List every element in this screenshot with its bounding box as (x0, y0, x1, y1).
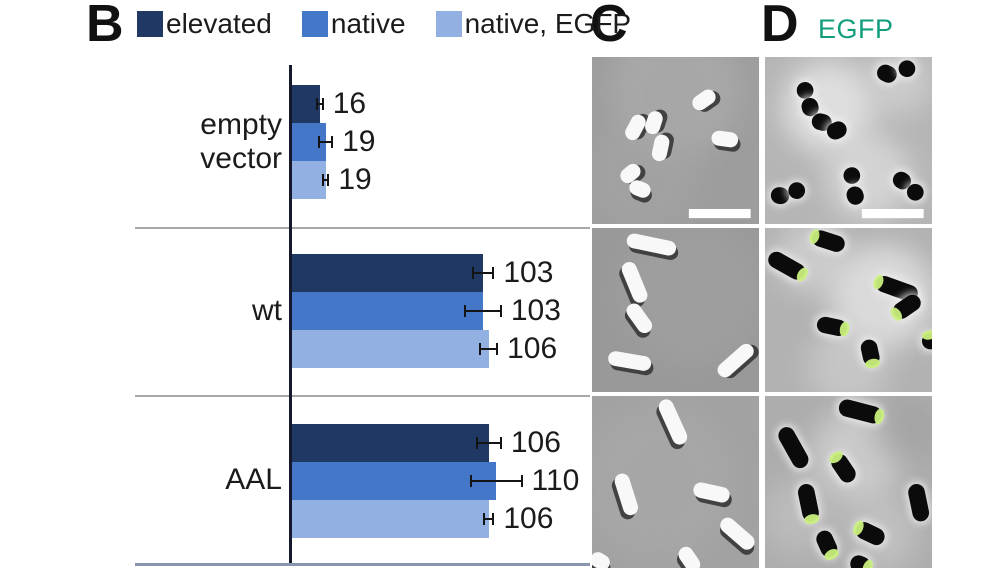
legend-item-3: native, EGFP (435, 8, 632, 40)
micrograph-c-row3 (592, 396, 759, 568)
category-label-empty-vector: empty vector (200, 107, 282, 176)
micrograph-d-row3 (765, 396, 932, 568)
micrograph-c-row2 (592, 228, 759, 392)
legend-label: native (330, 8, 406, 39)
legend-label: elevated (166, 8, 272, 39)
legend-swatch-icon (137, 11, 163, 37)
error-bar (471, 267, 495, 279)
panel-b-label: B (86, 0, 124, 53)
x-baseline (135, 563, 590, 566)
group-separator (135, 395, 590, 397)
legend: elevated native native, EGFP (137, 8, 631, 40)
category-label-AAL: AAL (225, 463, 282, 497)
legend-item-1: elevated (137, 8, 272, 40)
bar-AAL-2 (290, 461, 497, 500)
panel-d-label: D (761, 0, 799, 53)
bar-wt-3 (290, 330, 489, 368)
legend-swatch-icon (435, 11, 462, 37)
error-bar (479, 343, 499, 355)
error-bar (316, 98, 324, 110)
error-bar (464, 305, 502, 317)
bar-AAL-1 (290, 423, 489, 462)
group-separator (135, 227, 590, 229)
bar-wt-2 (290, 292, 484, 330)
y-axis-line (289, 65, 292, 565)
error-bar (321, 174, 330, 186)
value-label: 106 (507, 332, 558, 365)
category-label-wt: wt (252, 293, 282, 327)
legend-label: native, EGFP (464, 8, 632, 39)
error-bar (470, 474, 523, 487)
micrograph-d-row1 (765, 57, 932, 224)
error-bar (318, 136, 334, 148)
bar-chart: empty vector 16 19 19 wt 103 103 106 AAL 106 110 10… (135, 57, 590, 566)
micrograph-d-row2 (765, 228, 932, 392)
value-label: 106 (510, 425, 561, 459)
error-bar (483, 512, 495, 525)
egfp-label: EGFP (818, 14, 894, 44)
value-label: 19 (338, 163, 372, 196)
value-label: 16 (332, 87, 367, 120)
panel-c-label: C (590, 0, 628, 53)
bar-wt-1 (290, 254, 484, 292)
value-label: 103 (503, 256, 554, 289)
value-label: 103 (510, 294, 561, 327)
micrograph-c-row1 (592, 57, 759, 224)
bar-AAL-3 (290, 499, 489, 538)
value-label: 106 (503, 501, 554, 535)
bar-empty-vector-1 (290, 85, 320, 123)
bar-empty-vector-3 (290, 161, 326, 199)
error-bar (475, 436, 503, 449)
legend-item-2: native (301, 8, 406, 40)
value-label: 110 (531, 463, 580, 497)
value-label: 19 (342, 125, 376, 158)
legend-swatch-icon (301, 11, 328, 37)
